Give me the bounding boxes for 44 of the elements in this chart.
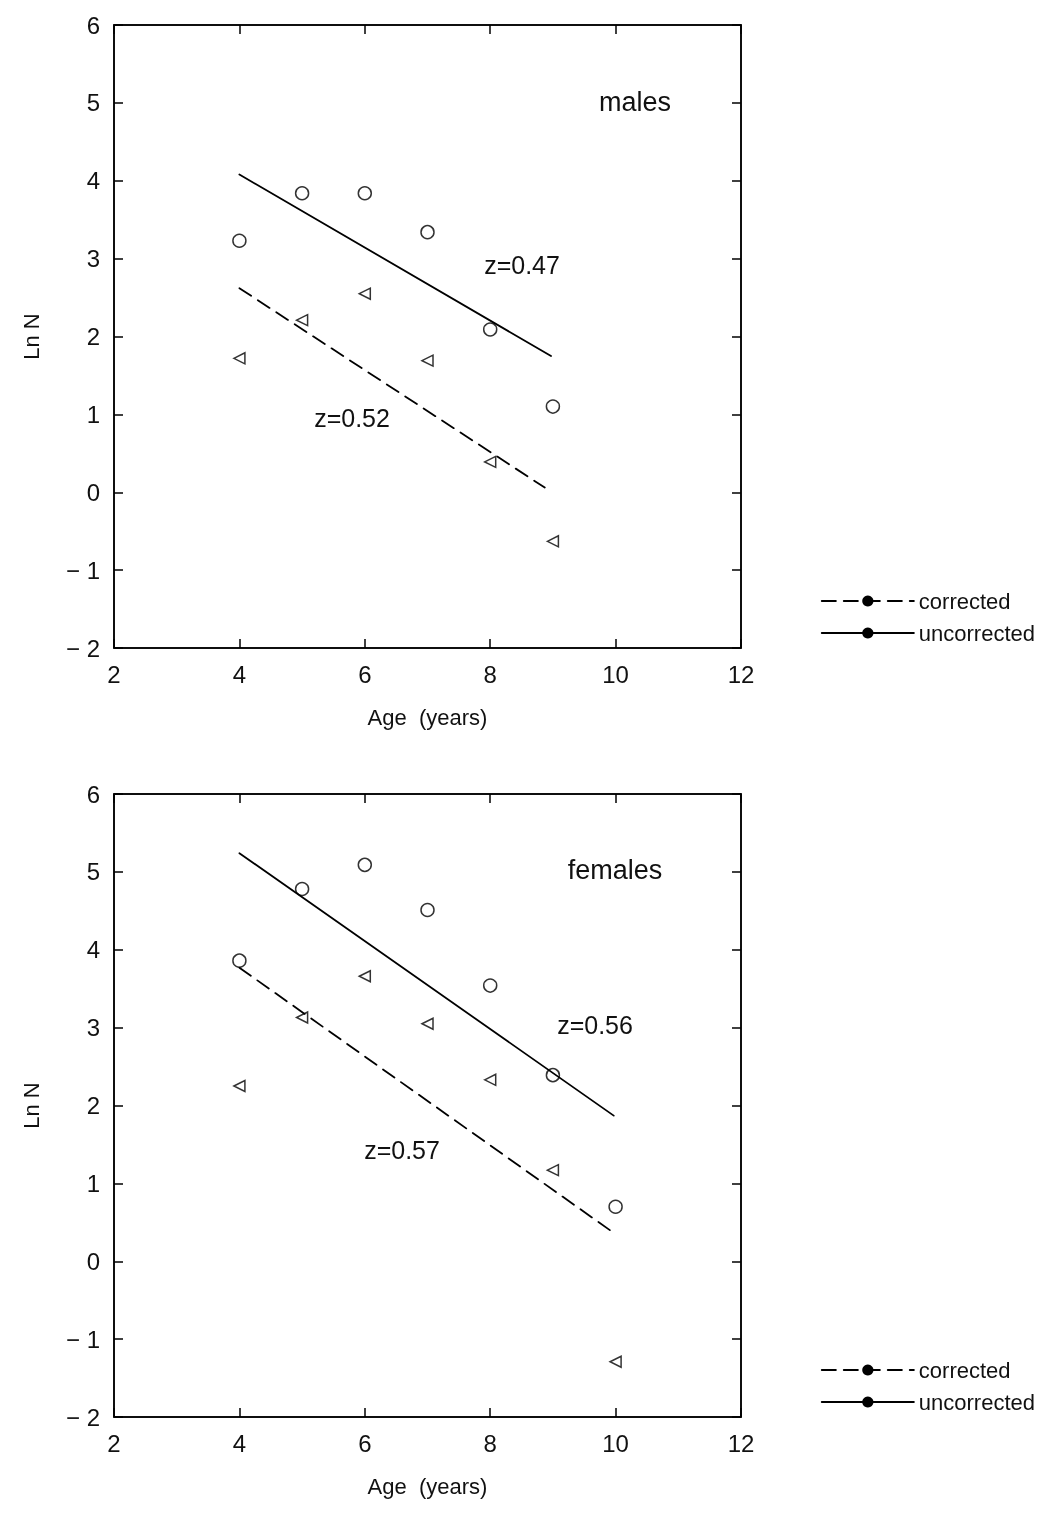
- legend-label: corrected: [918, 1357, 1011, 1383]
- x-tick-label: 10: [602, 1429, 629, 1457]
- y-tick-label: 0: [86, 1247, 100, 1275]
- y-axis-title: Ln N: [18, 313, 44, 360]
- annotation: z=0.47: [484, 251, 560, 279]
- x-tick-label: 8: [483, 1429, 497, 1457]
- annotation: females: [567, 855, 663, 885]
- y-tick-label: 5: [86, 858, 100, 886]
- y-tick-label: 5: [86, 89, 100, 117]
- y-tick-label: 3: [86, 245, 100, 273]
- y-tick-label: − 2: [65, 634, 100, 662]
- y-tick-label: 2: [86, 1092, 100, 1119]
- x-tick-label: 6: [358, 660, 372, 688]
- x-axis-title: Age (years): [367, 704, 488, 730]
- x-tick-label: 10: [602, 660, 629, 688]
- y-tick-label: − 1: [65, 1325, 100, 1353]
- x-tick-label: 2: [107, 1429, 121, 1457]
- legend-label: uncorrected: [918, 1389, 1036, 1415]
- y-tick-label: 6: [86, 780, 100, 808]
- x-tick-label: 4: [232, 1429, 247, 1457]
- y-tick-label: 1: [86, 400, 100, 428]
- x-tick-label: 12: [727, 660, 755, 688]
- x-tick-label: 6: [358, 1429, 372, 1457]
- legend-label: corrected: [918, 588, 1011, 614]
- legend-label: uncorrected: [918, 620, 1036, 646]
- annotation: males: [598, 87, 672, 117]
- y-axis-title: Ln N: [18, 1082, 44, 1129]
- y-tick-label: 6: [86, 11, 100, 39]
- y-tick-label: 4: [86, 936, 100, 964]
- annotation: z=0.56: [557, 1011, 633, 1039]
- y-tick-label: 3: [86, 1014, 100, 1042]
- y-tick-label: − 1: [65, 556, 100, 584]
- y-tick-label: 1: [86, 1169, 100, 1197]
- y-tick-label: 4: [86, 167, 100, 195]
- x-axis-title: Age (years): [367, 1473, 488, 1499]
- y-tick-label: − 2: [65, 1403, 100, 1431]
- y-tick-label: 2: [86, 323, 100, 350]
- x-tick-label: 2: [107, 660, 121, 688]
- x-tick-label: 8: [483, 660, 497, 688]
- x-tick-label: 12: [727, 1429, 755, 1457]
- x-tick-label: 4: [232, 660, 247, 688]
- annotation: z=0.52: [314, 404, 390, 432]
- annotation: z=0.57: [364, 1136, 440, 1164]
- y-tick-label: 0: [86, 478, 100, 506]
